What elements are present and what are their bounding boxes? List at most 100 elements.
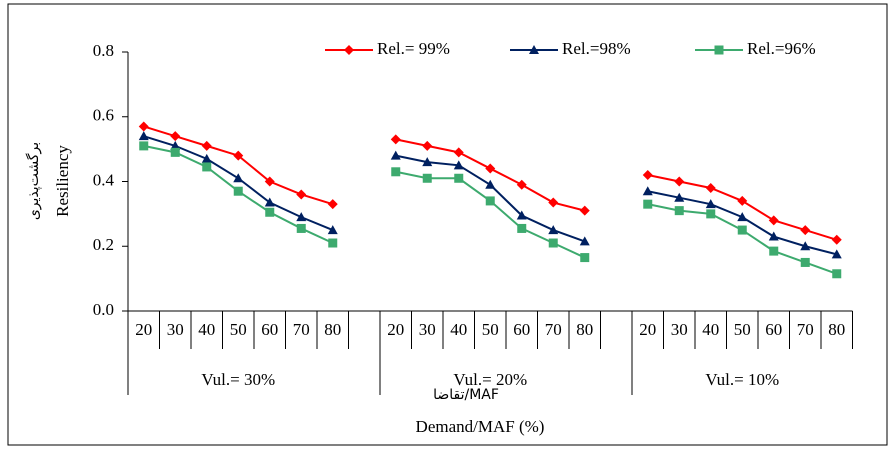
- data-point: [264, 176, 275, 187]
- data-point: [642, 170, 653, 181]
- data-point: [170, 131, 181, 142]
- group-label: Vul.= 10%: [705, 370, 779, 389]
- data-point: [548, 225, 559, 235]
- data-point: [327, 199, 338, 210]
- x-tick-label: 80: [828, 320, 845, 339]
- data-point: [485, 196, 495, 206]
- x-tick-label: 30: [167, 320, 184, 339]
- x-tick-label: 30: [419, 320, 436, 339]
- x-tick-label: 20: [387, 320, 404, 339]
- data-point: [454, 173, 464, 183]
- data-point: [390, 134, 401, 145]
- data-point: [768, 215, 779, 226]
- data-point: [485, 179, 496, 189]
- data-point: [327, 225, 338, 235]
- legend-marker: [529, 45, 539, 54]
- x-axis-label-fa: تقاضا/MAF: [433, 387, 499, 403]
- data-point: [139, 141, 149, 151]
- data-point: [768, 231, 779, 241]
- data-point: [391, 167, 401, 177]
- data-point: [579, 236, 590, 246]
- data-point: [201, 153, 212, 163]
- y-axis-label: Resiliency: [53, 145, 72, 217]
- data-point: [737, 225, 747, 235]
- legend-label: Rel.=98%: [562, 39, 631, 58]
- data-point: [580, 253, 590, 263]
- data-point: [296, 223, 306, 233]
- data-point: [579, 205, 590, 216]
- data-point: [800, 241, 811, 251]
- x-axis-label: Demand/MAF (%): [416, 417, 545, 436]
- data-point: [831, 234, 842, 245]
- data-point: [800, 225, 811, 236]
- data-point: [202, 162, 212, 172]
- x-tick-label: 80: [324, 320, 341, 339]
- data-point: [138, 121, 149, 132]
- x-tick-label: 40: [450, 320, 467, 339]
- legend-marker: [344, 45, 354, 55]
- legend-label: Rel.= 99%: [377, 39, 450, 58]
- x-tick-label: 60: [261, 320, 278, 339]
- data-point: [517, 223, 527, 233]
- data-point: [485, 163, 496, 174]
- data-point: [264, 197, 275, 207]
- y-tick-label: 0.0: [93, 300, 114, 319]
- x-tick-label: 40: [702, 320, 719, 339]
- x-tick-label: 70: [293, 320, 310, 339]
- data-point: [422, 140, 433, 151]
- data-point: [233, 186, 243, 196]
- data-point: [705, 199, 716, 209]
- x-tick-label: 30: [671, 320, 688, 339]
- y-tick-label: 0.2: [93, 235, 114, 254]
- data-point: [674, 206, 684, 216]
- data-point: [737, 212, 748, 222]
- data-point: [453, 147, 464, 158]
- data-point: [233, 173, 244, 183]
- x-tick-label: 70: [797, 320, 814, 339]
- data-point: [737, 195, 748, 206]
- group-label: Vul.= 20%: [453, 370, 527, 389]
- data-point: [296, 212, 307, 222]
- data-point: [516, 210, 527, 220]
- data-point: [674, 192, 685, 202]
- data-point: [674, 176, 685, 187]
- data-point: [832, 269, 842, 279]
- y-tick-label: 0.6: [93, 106, 114, 125]
- legend-marker: [714, 45, 724, 55]
- y-axis-label-fa: برگشت‌پذیری: [25, 142, 42, 220]
- x-tick-label: 60: [765, 320, 782, 339]
- x-tick-label: 20: [639, 320, 656, 339]
- data-point: [706, 209, 716, 219]
- data-point: [170, 140, 181, 150]
- data-point: [233, 150, 244, 161]
- data-point: [642, 186, 653, 196]
- x-tick-label: 50: [734, 320, 751, 339]
- data-point: [453, 160, 464, 170]
- x-tick-label: 40: [198, 320, 215, 339]
- data-point: [138, 131, 149, 141]
- data-point: [548, 197, 559, 208]
- data-point: [831, 249, 842, 259]
- data-point: [422, 173, 432, 183]
- data-point: [548, 238, 558, 248]
- data-point: [800, 257, 810, 267]
- x-tick-label: 50: [230, 320, 247, 339]
- data-point: [705, 182, 716, 193]
- data-point: [516, 179, 527, 190]
- data-point: [201, 140, 212, 151]
- chart-frame: [7, 3, 888, 446]
- y-tick-label: 0.8: [93, 41, 114, 60]
- data-point: [328, 238, 338, 248]
- x-tick-label: 70: [545, 320, 562, 339]
- data-point: [170, 147, 180, 157]
- x-tick-label: 80: [576, 320, 593, 339]
- x-tick-label: 60: [513, 320, 530, 339]
- data-point: [422, 157, 433, 167]
- data-point: [769, 246, 779, 256]
- y-tick-label: 0.4: [93, 170, 115, 189]
- group-label: Vul.= 30%: [201, 370, 275, 389]
- x-tick-label: 20: [135, 320, 152, 339]
- legend-label: Rel.=96%: [747, 39, 816, 58]
- data-point: [296, 189, 307, 200]
